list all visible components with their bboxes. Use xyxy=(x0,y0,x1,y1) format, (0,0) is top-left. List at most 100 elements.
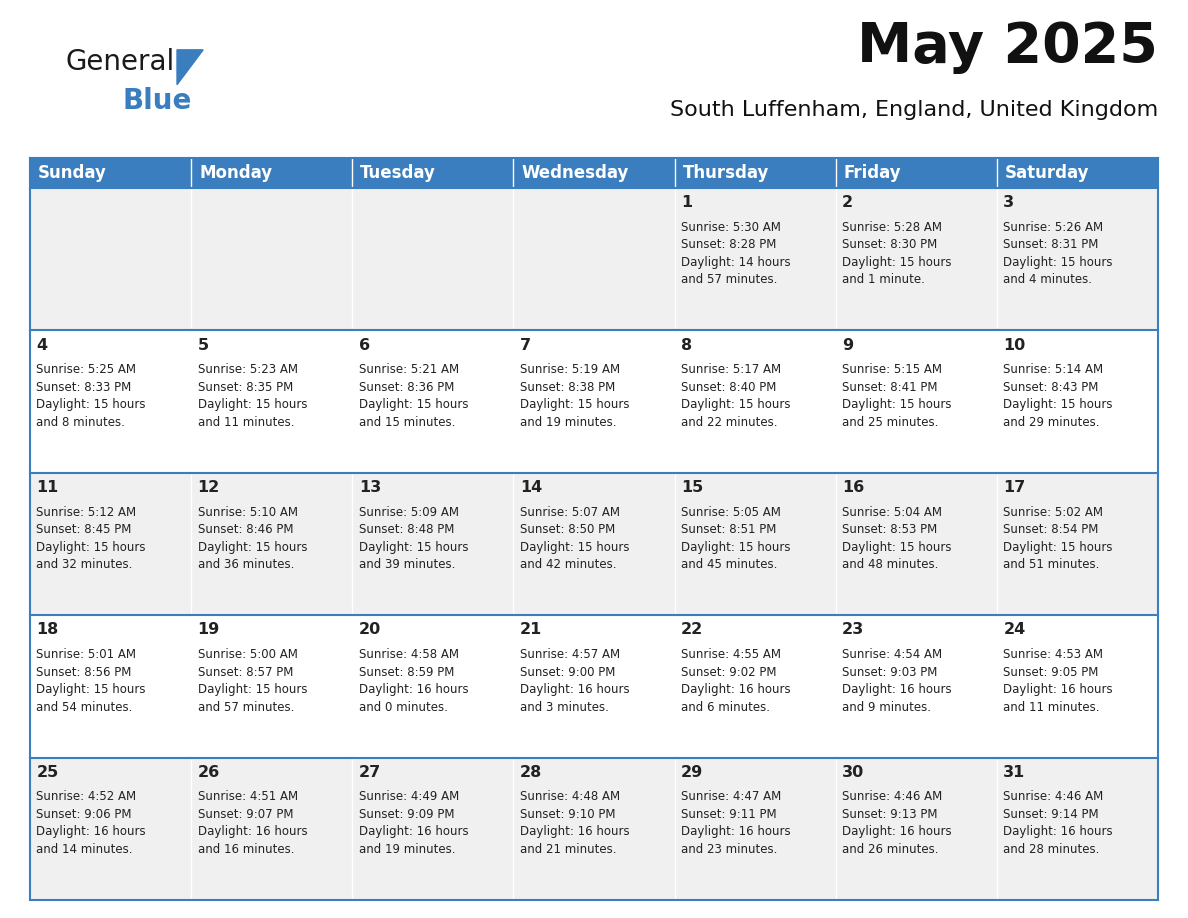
Text: 9: 9 xyxy=(842,338,853,353)
Text: 31: 31 xyxy=(1004,765,1025,779)
Bar xyxy=(997,158,1158,188)
Bar xyxy=(30,473,191,615)
Text: 1: 1 xyxy=(681,196,693,210)
Bar xyxy=(513,473,675,615)
Text: 28: 28 xyxy=(520,765,542,779)
Text: Sunrise: 5:25 AM
Sunset: 8:33 PM
Daylight: 15 hours
and 8 minutes.: Sunrise: 5:25 AM Sunset: 8:33 PM Dayligh… xyxy=(37,364,146,429)
Text: 19: 19 xyxy=(197,622,220,637)
Bar xyxy=(997,473,1158,615)
Bar xyxy=(835,158,997,188)
Bar xyxy=(353,158,513,188)
Text: 26: 26 xyxy=(197,765,220,779)
Bar xyxy=(513,757,675,900)
Text: Sunrise: 5:15 AM
Sunset: 8:41 PM
Daylight: 15 hours
and 25 minutes.: Sunrise: 5:15 AM Sunset: 8:41 PM Dayligh… xyxy=(842,364,952,429)
Text: 22: 22 xyxy=(681,622,703,637)
Bar xyxy=(835,473,997,615)
Text: 23: 23 xyxy=(842,622,865,637)
Bar xyxy=(675,473,835,615)
Text: 10: 10 xyxy=(1004,338,1025,353)
Bar xyxy=(835,188,997,330)
Text: 20: 20 xyxy=(359,622,381,637)
Text: Sunrise: 4:52 AM
Sunset: 9:06 PM
Daylight: 16 hours
and 14 minutes.: Sunrise: 4:52 AM Sunset: 9:06 PM Dayligh… xyxy=(37,790,146,856)
Text: 3: 3 xyxy=(1004,196,1015,210)
Text: 16: 16 xyxy=(842,480,865,495)
Text: May 2025: May 2025 xyxy=(858,20,1158,74)
Bar xyxy=(30,757,191,900)
Text: Sunrise: 5:17 AM
Sunset: 8:40 PM
Daylight: 15 hours
and 22 minutes.: Sunrise: 5:17 AM Sunset: 8:40 PM Dayligh… xyxy=(681,364,790,429)
Bar xyxy=(353,330,513,473)
Bar xyxy=(835,615,997,757)
Text: 14: 14 xyxy=(520,480,542,495)
Text: 25: 25 xyxy=(37,765,58,779)
Bar xyxy=(835,757,997,900)
Text: Sunrise: 4:57 AM
Sunset: 9:00 PM
Daylight: 16 hours
and 3 minutes.: Sunrise: 4:57 AM Sunset: 9:00 PM Dayligh… xyxy=(520,648,630,713)
Bar xyxy=(30,158,191,188)
Text: Sunrise: 4:48 AM
Sunset: 9:10 PM
Daylight: 16 hours
and 21 minutes.: Sunrise: 4:48 AM Sunset: 9:10 PM Dayligh… xyxy=(520,790,630,856)
Bar xyxy=(30,330,191,473)
Text: Sunrise: 4:58 AM
Sunset: 8:59 PM
Daylight: 16 hours
and 0 minutes.: Sunrise: 4:58 AM Sunset: 8:59 PM Dayligh… xyxy=(359,648,468,713)
Bar xyxy=(191,757,353,900)
Text: Sunrise: 4:49 AM
Sunset: 9:09 PM
Daylight: 16 hours
and 19 minutes.: Sunrise: 4:49 AM Sunset: 9:09 PM Dayligh… xyxy=(359,790,468,856)
Text: Sunrise: 4:46 AM
Sunset: 9:13 PM
Daylight: 16 hours
and 26 minutes.: Sunrise: 4:46 AM Sunset: 9:13 PM Dayligh… xyxy=(842,790,952,856)
Text: Sunrise: 5:19 AM
Sunset: 8:38 PM
Daylight: 15 hours
and 19 minutes.: Sunrise: 5:19 AM Sunset: 8:38 PM Dayligh… xyxy=(520,364,630,429)
Text: Saturday: Saturday xyxy=(1005,164,1089,182)
Text: General: General xyxy=(65,48,175,76)
Text: 18: 18 xyxy=(37,622,58,637)
Text: Sunrise: 5:05 AM
Sunset: 8:51 PM
Daylight: 15 hours
and 45 minutes.: Sunrise: 5:05 AM Sunset: 8:51 PM Dayligh… xyxy=(681,506,790,571)
Bar xyxy=(675,757,835,900)
Bar xyxy=(353,615,513,757)
Text: Sunrise: 5:30 AM
Sunset: 8:28 PM
Daylight: 14 hours
and 57 minutes.: Sunrise: 5:30 AM Sunset: 8:28 PM Dayligh… xyxy=(681,221,791,286)
Text: Sunrise: 5:10 AM
Sunset: 8:46 PM
Daylight: 15 hours
and 36 minutes.: Sunrise: 5:10 AM Sunset: 8:46 PM Dayligh… xyxy=(197,506,307,571)
Text: Sunrise: 5:28 AM
Sunset: 8:30 PM
Daylight: 15 hours
and 1 minute.: Sunrise: 5:28 AM Sunset: 8:30 PM Dayligh… xyxy=(842,221,952,286)
Text: 13: 13 xyxy=(359,480,381,495)
Text: Sunrise: 5:26 AM
Sunset: 8:31 PM
Daylight: 15 hours
and 4 minutes.: Sunrise: 5:26 AM Sunset: 8:31 PM Dayligh… xyxy=(1004,221,1113,286)
Text: 15: 15 xyxy=(681,480,703,495)
Bar xyxy=(513,330,675,473)
Text: Sunrise: 5:21 AM
Sunset: 8:36 PM
Daylight: 15 hours
and 15 minutes.: Sunrise: 5:21 AM Sunset: 8:36 PM Dayligh… xyxy=(359,364,468,429)
Polygon shape xyxy=(177,50,203,84)
Text: Sunrise: 5:12 AM
Sunset: 8:45 PM
Daylight: 15 hours
and 32 minutes.: Sunrise: 5:12 AM Sunset: 8:45 PM Dayligh… xyxy=(37,506,146,571)
Text: 21: 21 xyxy=(520,622,542,637)
Text: Sunrise: 4:55 AM
Sunset: 9:02 PM
Daylight: 16 hours
and 6 minutes.: Sunrise: 4:55 AM Sunset: 9:02 PM Dayligh… xyxy=(681,648,791,713)
Bar xyxy=(835,330,997,473)
Bar xyxy=(675,615,835,757)
Text: 2: 2 xyxy=(842,196,853,210)
Text: 5: 5 xyxy=(197,338,209,353)
Text: 24: 24 xyxy=(1004,622,1025,637)
Text: Sunrise: 4:47 AM
Sunset: 9:11 PM
Daylight: 16 hours
and 23 minutes.: Sunrise: 4:47 AM Sunset: 9:11 PM Dayligh… xyxy=(681,790,791,856)
Text: Sunrise: 4:46 AM
Sunset: 9:14 PM
Daylight: 16 hours
and 28 minutes.: Sunrise: 4:46 AM Sunset: 9:14 PM Dayligh… xyxy=(1004,790,1113,856)
Bar xyxy=(675,330,835,473)
Text: Sunrise: 5:23 AM
Sunset: 8:35 PM
Daylight: 15 hours
and 11 minutes.: Sunrise: 5:23 AM Sunset: 8:35 PM Dayligh… xyxy=(197,364,307,429)
Text: 11: 11 xyxy=(37,480,58,495)
Text: 17: 17 xyxy=(1004,480,1025,495)
Text: Sunrise: 5:02 AM
Sunset: 8:54 PM
Daylight: 15 hours
and 51 minutes.: Sunrise: 5:02 AM Sunset: 8:54 PM Dayligh… xyxy=(1004,506,1113,571)
Text: 27: 27 xyxy=(359,765,381,779)
Bar xyxy=(513,158,675,188)
Text: 7: 7 xyxy=(520,338,531,353)
Bar xyxy=(353,757,513,900)
Bar xyxy=(997,757,1158,900)
Text: Sunrise: 5:07 AM
Sunset: 8:50 PM
Daylight: 15 hours
and 42 minutes.: Sunrise: 5:07 AM Sunset: 8:50 PM Dayligh… xyxy=(520,506,630,571)
Bar xyxy=(353,188,513,330)
Bar xyxy=(191,615,353,757)
Text: 4: 4 xyxy=(37,338,48,353)
Text: Sunrise: 4:53 AM
Sunset: 9:05 PM
Daylight: 16 hours
and 11 minutes.: Sunrise: 4:53 AM Sunset: 9:05 PM Dayligh… xyxy=(1004,648,1113,713)
Text: Sunrise: 4:54 AM
Sunset: 9:03 PM
Daylight: 16 hours
and 9 minutes.: Sunrise: 4:54 AM Sunset: 9:03 PM Dayligh… xyxy=(842,648,952,713)
Text: 6: 6 xyxy=(359,338,369,353)
Text: Sunrise: 5:00 AM
Sunset: 8:57 PM
Daylight: 15 hours
and 57 minutes.: Sunrise: 5:00 AM Sunset: 8:57 PM Dayligh… xyxy=(197,648,307,713)
Text: Blue: Blue xyxy=(122,87,191,116)
Bar xyxy=(191,473,353,615)
Text: Thursday: Thursday xyxy=(683,164,769,182)
Bar xyxy=(30,615,191,757)
Bar xyxy=(191,158,353,188)
Text: 30: 30 xyxy=(842,765,865,779)
Bar xyxy=(191,188,353,330)
Text: Sunrise: 5:14 AM
Sunset: 8:43 PM
Daylight: 15 hours
and 29 minutes.: Sunrise: 5:14 AM Sunset: 8:43 PM Dayligh… xyxy=(1004,364,1113,429)
Text: Sunrise: 5:04 AM
Sunset: 8:53 PM
Daylight: 15 hours
and 48 minutes.: Sunrise: 5:04 AM Sunset: 8:53 PM Dayligh… xyxy=(842,506,952,571)
Text: Sunday: Sunday xyxy=(38,164,107,182)
Text: 29: 29 xyxy=(681,765,703,779)
Text: Sunrise: 5:01 AM
Sunset: 8:56 PM
Daylight: 15 hours
and 54 minutes.: Sunrise: 5:01 AM Sunset: 8:56 PM Dayligh… xyxy=(37,648,146,713)
Bar xyxy=(513,615,675,757)
Bar xyxy=(675,158,835,188)
Text: 12: 12 xyxy=(197,480,220,495)
